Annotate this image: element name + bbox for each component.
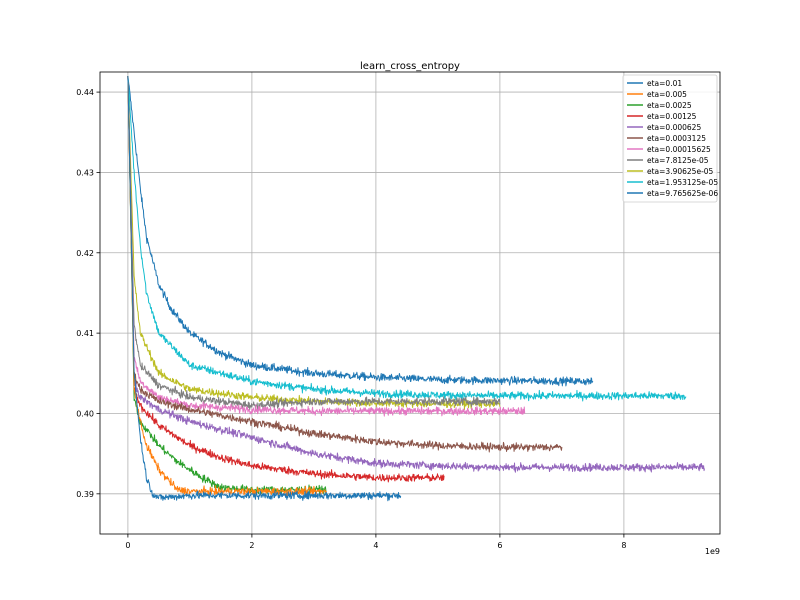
- series-line-4: [127, 76, 705, 473]
- y-tick-label: 0.41: [76, 329, 94, 338]
- legend-label: eta=0.00015625: [647, 145, 711, 154]
- series-line-9: [127, 75, 687, 402]
- x-tick-label: 0: [125, 541, 130, 550]
- legend-label: eta=3.90625e-05: [647, 167, 714, 176]
- plot-frame: [99, 71, 721, 535]
- y-tick-label: 0.44: [76, 88, 94, 97]
- y-tick-label: 0.43: [76, 168, 94, 177]
- legend-label: eta=7.8125e-05: [647, 156, 709, 165]
- series-line-7: [127, 76, 501, 411]
- series-line-1: [127, 76, 327, 497]
- legend-label: eta=0.0003125: [647, 134, 706, 143]
- axis-ticks: 0 2 4 6 8 0.39 0.40 0.41 0.42 0.43 0.44: [76, 88, 626, 550]
- y-tick-label: 0.42: [76, 249, 94, 258]
- series-line-10: [127, 75, 594, 387]
- legend: eta=0.01 eta=0.005 eta=0.0025 eta=0.00125 et…: [622, 74, 718, 203]
- y-tick-label: 0.39: [76, 490, 94, 499]
- x-tick-label: 8: [621, 541, 626, 550]
- legend-label: eta=0.00125: [647, 112, 697, 121]
- legend-label: eta=0.000625: [647, 123, 701, 132]
- legend-box: [622, 74, 718, 203]
- series-line-3: [127, 76, 445, 483]
- legend-label: eta=1.953125e-05: [647, 178, 718, 187]
- legend-label: eta=0.01: [647, 79, 682, 88]
- chart-title: learn_cross_entropy: [360, 61, 460, 72]
- x-tick-label: 2: [249, 541, 254, 550]
- series-line-5: [127, 76, 563, 453]
- legend-label: eta=0.0025: [647, 101, 692, 110]
- series-lines: [127, 75, 705, 502]
- legend-label: eta=0.005: [647, 90, 687, 99]
- x-tick-label: 6: [497, 541, 502, 550]
- series-line-0: [127, 76, 402, 502]
- series-line-6: [127, 76, 526, 417]
- y-tick-label: 0.40: [76, 409, 94, 418]
- legend-label: eta=9.765625e-06: [647, 189, 718, 198]
- x-offset-label: 1e9: [705, 547, 720, 556]
- x-tick-label: 4: [373, 541, 378, 550]
